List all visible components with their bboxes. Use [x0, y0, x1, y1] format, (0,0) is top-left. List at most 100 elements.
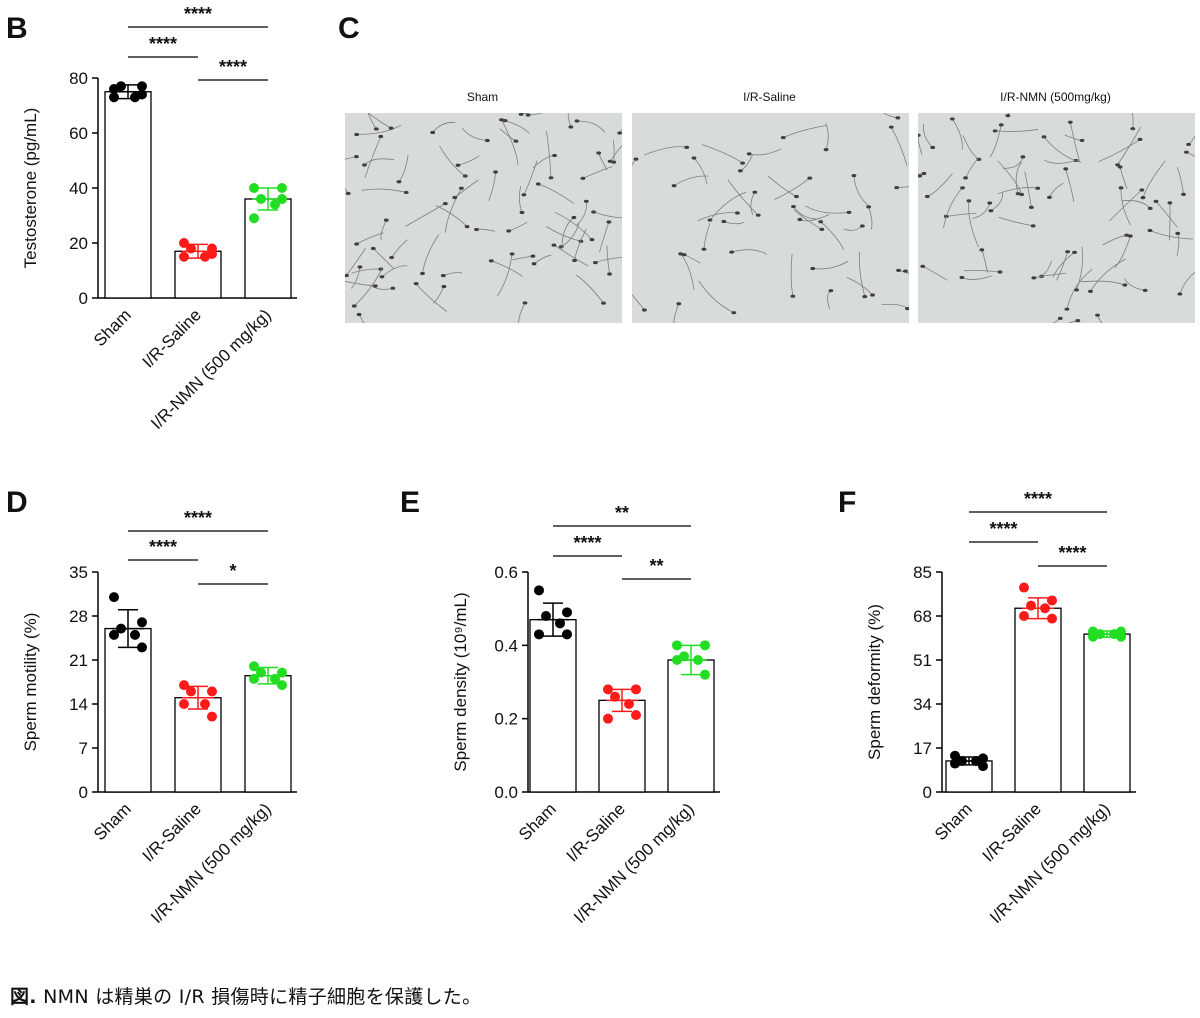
- y-tick-label: 0: [79, 783, 88, 802]
- category-label: I/R-NMN (500 mg/kg): [570, 799, 698, 927]
- sperm-head: [678, 252, 684, 256]
- sperm-head: [493, 170, 498, 174]
- panel-label-f: F: [838, 486, 857, 519]
- sperm-tail: [345, 156, 357, 160]
- bar: [174, 697, 222, 793]
- sperm-head: [819, 227, 825, 231]
- significance-label: ****: [184, 508, 212, 528]
- data-point: [610, 691, 620, 702]
- sperm-head: [1015, 192, 1021, 196]
- sperm-tail: [443, 271, 463, 276]
- data-point: [277, 667, 287, 678]
- sperm-head: [354, 132, 360, 137]
- sperm-head: [413, 281, 419, 286]
- sperm-head: [474, 227, 479, 232]
- data-point: [207, 711, 217, 722]
- data-point: [1019, 582, 1029, 593]
- chart-e-group: 0.0 0.2 0.4 0.6 Sperm density (10⁹/mL) Sham I/…: [451, 503, 720, 927]
- figure-caption-text: NMN は精巣の I/R 損傷時に精子細胞を保護した。: [36, 986, 482, 1008]
- sperm-tail: [968, 200, 979, 248]
- sperm-head: [607, 272, 612, 276]
- sperm-tail: [560, 223, 580, 248]
- sperm-head: [441, 284, 447, 289]
- sperm-head: [810, 266, 816, 271]
- sperm-tail: [1043, 136, 1082, 163]
- sperm-tail: [898, 269, 909, 274]
- sperm-head: [611, 160, 617, 164]
- category-label: I/R-Saline: [979, 799, 1045, 865]
- sperm-tail: [825, 123, 829, 150]
- data-point: [1047, 595, 1057, 606]
- sperm-head: [1065, 250, 1071, 254]
- sperm-tail: [380, 219, 387, 241]
- data-point: [137, 89, 147, 100]
- sperm-head: [676, 302, 682, 306]
- bar: [244, 675, 292, 793]
- significance-label: ****: [1058, 543, 1086, 563]
- sperm-head: [1075, 319, 1081, 323]
- sperm-head: [442, 202, 448, 206]
- sperm-head: [949, 117, 955, 121]
- sperm-tail: [1044, 159, 1077, 164]
- y-tick-label: 0.6: [494, 563, 518, 582]
- sperm-head: [960, 186, 965, 190]
- sperm-tail: [567, 113, 572, 128]
- sperm-tail: [1155, 201, 1178, 228]
- data-point: [270, 199, 280, 210]
- sperm-head: [780, 135, 786, 140]
- sperm-tail: [351, 266, 361, 289]
- data-point: [109, 592, 119, 603]
- sperm-head: [370, 246, 376, 251]
- data-point: [277, 183, 287, 193]
- sperm-head: [905, 306, 909, 311]
- sperm-tail: [351, 268, 381, 274]
- data-point: [693, 655, 703, 665]
- y-axis-label: Sperm motility (%): [21, 613, 40, 752]
- sperm-tail: [1188, 135, 1195, 145]
- testosterone-chart: 0 20 40 60 80 Testosterone (pg/mL) Sham I/R-Sal…: [21, 4, 297, 433]
- category-label: I/R-NMN (500 mg/kg): [986, 799, 1114, 927]
- chart-d-group: 0 7 14 21 28 35 Sperm motility (%) Sham I/R-Sali…: [21, 508, 297, 927]
- y-tick-label: 7: [79, 739, 88, 758]
- sperm-head: [571, 215, 577, 220]
- sperm-tail: [1098, 139, 1141, 162]
- sperm-tail: [774, 177, 811, 200]
- micrograph-saline-image: [632, 113, 909, 323]
- sperm-tail: [750, 191, 756, 215]
- significance-label: ****: [989, 519, 1017, 539]
- sperm-tail: [1007, 113, 1009, 116]
- data-point: [700, 669, 710, 680]
- sperm-tail: [582, 166, 613, 179]
- sperm-tail: [595, 256, 622, 263]
- sperm-tail: [961, 275, 992, 280]
- data-point: [179, 699, 189, 709]
- sperm-head: [1184, 150, 1189, 154]
- sperm-head: [568, 125, 574, 129]
- category-label: Sham: [931, 799, 976, 844]
- sperm-head: [1047, 195, 1052, 199]
- sperm-tail: [1120, 187, 1131, 226]
- data-point: [256, 667, 266, 678]
- sperm-head: [966, 199, 972, 203]
- sperm-head: [551, 243, 557, 247]
- sperm-head: [1124, 233, 1130, 237]
- data-point: [186, 243, 196, 254]
- sperm-head: [574, 119, 580, 123]
- sperm-head: [1118, 186, 1124, 190]
- sperm-tail: [1176, 233, 1180, 256]
- sperm-tail: [820, 221, 844, 250]
- sperm-tail: [356, 124, 402, 135]
- sperm-head: [633, 157, 639, 161]
- sperm-tail: [644, 146, 687, 156]
- data-point: [1026, 600, 1036, 611]
- panel-label-e: E: [400, 486, 421, 519]
- sperm-tail: [1068, 320, 1078, 323]
- sperm-head: [462, 174, 468, 178]
- sperm-head: [522, 301, 528, 305]
- sperm-tail: [1109, 189, 1143, 222]
- sperm-head: [737, 169, 743, 173]
- sperm-tail: [361, 188, 407, 193]
- sperm-head: [459, 186, 464, 190]
- sperm-tail: [358, 314, 365, 323]
- sperm-deformity-chart: 0 17 34 51 68 85 Sperm deformity (%) Sham I/R-Sa…: [865, 489, 1136, 927]
